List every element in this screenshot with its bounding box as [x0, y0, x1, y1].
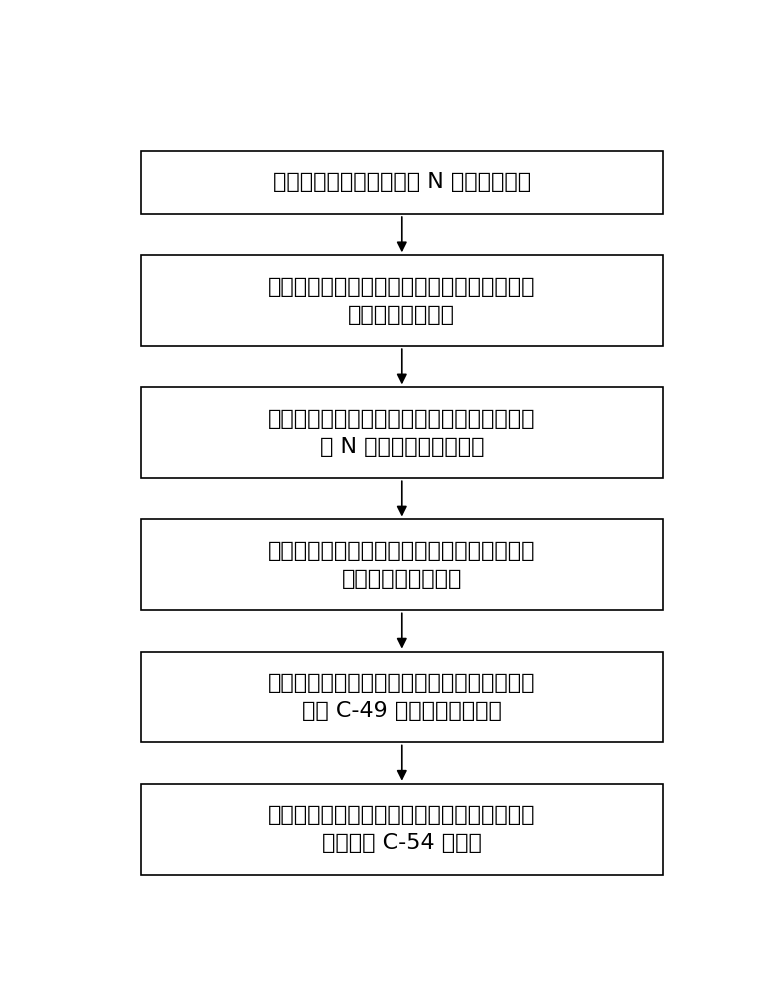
Text: 步骤四、采用高温钛溅射工艺在金属极的形成
区域形成一层钛层。: 步骤四、采用高温钛溅射工艺在金属极的形成 区域形成一层钛层。: [268, 541, 535, 589]
Bar: [140, 519, 663, 610]
Text: 步骤一、在硅衬底上形成 N 型硅外延层。: 步骤一、在硅衬底上形成 N 型硅外延层。: [273, 172, 531, 192]
Text: 步骤六、进行第二次快速热退火处理将钛硅合
金转变为 C-54 相位。: 步骤六、进行第二次快速热退火处理将钛硅合 金转变为 C-54 相位。: [268, 805, 535, 853]
Bar: [140, 784, 663, 875]
Text: 步骤五、对钛层进行第一次快速热退火处理并
形成 C-49 相位的钛硅合金。: 步骤五、对钛层进行第一次快速热退火处理并 形成 C-49 相位的钛硅合金。: [268, 673, 535, 721]
Bar: [140, 652, 663, 742]
Bar: [140, 151, 663, 214]
Bar: [140, 387, 663, 478]
Bar: [140, 255, 663, 346]
Text: 步骤三、进行硅注入将金属极的形成区域的所
述 N 型硅外延层非晶化。: 步骤三、进行硅注入将金属极的形成区域的所 述 N 型硅外延层非晶化。: [268, 409, 535, 457]
Text: 步骤二、采用光刻工艺选定形成肖特基二极管
的金属极的区域。: 步骤二、采用光刻工艺选定形成肖特基二极管 的金属极的区域。: [268, 277, 535, 325]
